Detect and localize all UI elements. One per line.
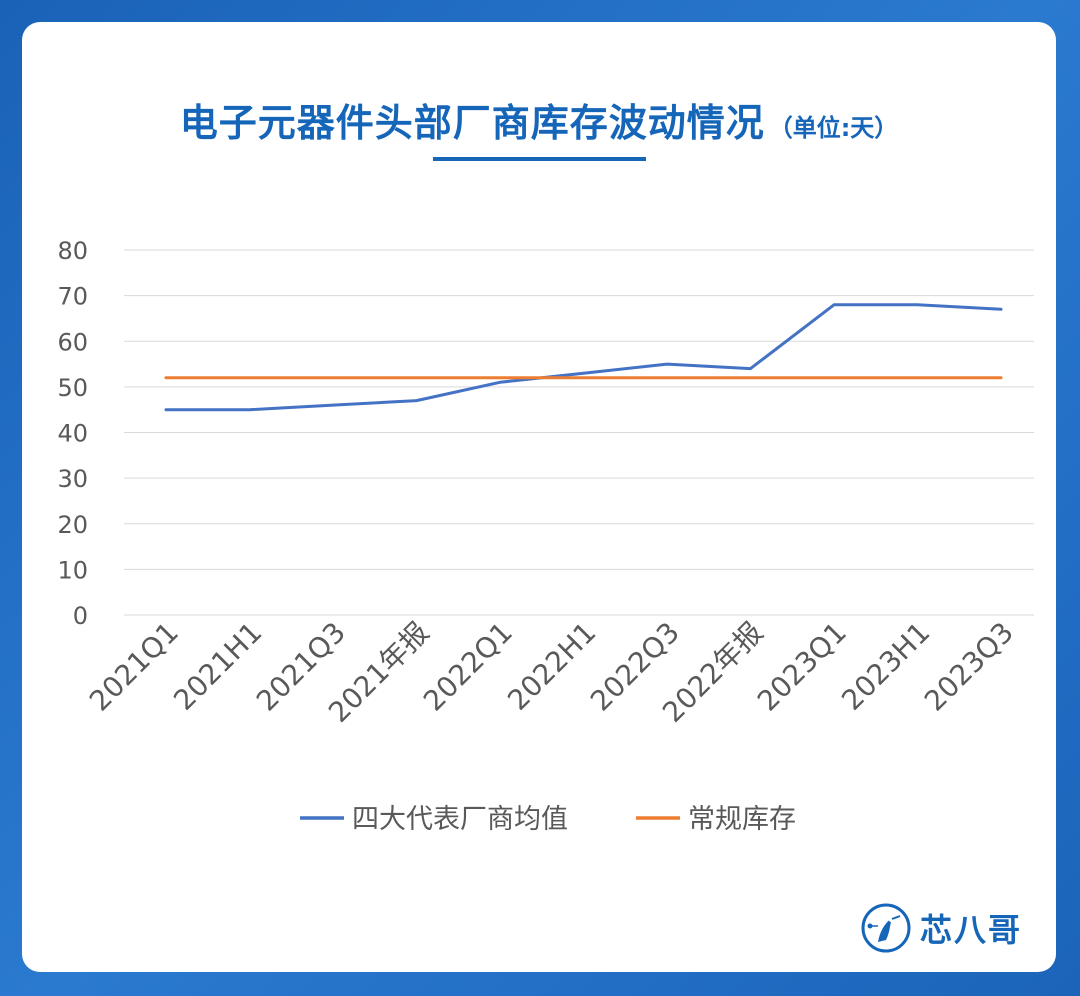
y-tick-label: 20	[57, 511, 88, 539]
x-axis-tick-labels: 2021Q12021H12021Q32021年报2022Q12022H12022…	[83, 616, 1020, 729]
x-tick-label: 2022Q1	[417, 616, 519, 718]
x-tick-label: 2021Q1	[83, 616, 185, 718]
y-tick-label: 80	[57, 237, 88, 265]
x-tick-label: 2023Q3	[918, 616, 1020, 718]
y-tick-label: 10	[57, 556, 88, 584]
chart-series-lines	[164, 303, 1003, 412]
legend-label-1: 常规库存	[688, 804, 796, 835]
series-line-0	[164, 303, 1003, 412]
title-underline	[433, 157, 646, 161]
brand-name: 芯八哥	[920, 911, 1023, 949]
y-axis-tick-labels: 0 10 20 30 40 50 60 70 80	[57, 237, 88, 630]
y-tick-label: 50	[57, 374, 88, 402]
x-tick-label: 2022H1	[501, 616, 602, 717]
x-tick-label: 2021H1	[167, 616, 268, 717]
chart-unit: （单位:天）	[768, 114, 899, 142]
chart-gridlines	[124, 249, 1034, 616]
chart-card: 电子元器件头部厂商库存波动情况 （单位:天） 0 10 20 30 40 50 60 70 80 …	[22, 22, 1056, 972]
y-tick-label: 60	[57, 328, 88, 356]
y-tick-label: 40	[57, 420, 88, 448]
legend-label-0: 四大代表厂商均值	[352, 804, 568, 835]
bird-logo-icon	[861, 903, 911, 953]
x-tick-label: 2023H1	[835, 616, 936, 717]
chart-legend: 四大代表厂商均值 常规库存	[300, 804, 796, 835]
y-tick-label: 70	[57, 283, 88, 311]
y-tick-label: 30	[57, 465, 88, 493]
chart-title: 电子元器件头部厂商库存波动情况	[179, 101, 765, 145]
x-tick-label: 2023Q1	[751, 616, 853, 718]
y-tick-label: 0	[73, 602, 88, 630]
line-chart: 0 10 20 30 40 50 60 70 80 2021Q12021H12021Q32021…	[57, 237, 1034, 835]
brand-mark: 芯八哥	[860, 902, 1022, 954]
title-row: 电子元器件头部厂商库存波动情况 （单位:天）	[22, 92, 1056, 147]
